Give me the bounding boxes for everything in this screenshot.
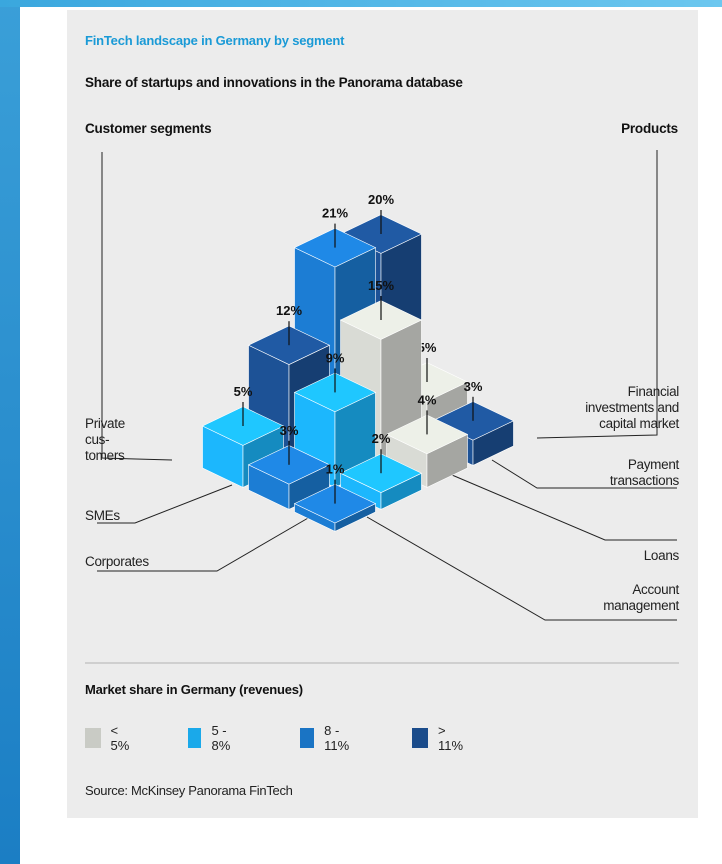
guide-line [536,150,658,439]
bar-value-label: 3% [464,379,483,394]
legend-label: 5 - 8% [211,723,231,753]
guide-line [491,459,677,489]
bar-value-label: 1% [326,462,345,477]
legend-item: 5 - 8% [188,723,237,753]
frame-left-edge [0,0,20,864]
legend-swatch [188,728,202,748]
bar-value-label: 4% [418,392,437,407]
segment-label-corporates: Corporates [85,554,149,569]
product-label-financial-investments: Financial investments and capital market [585,384,679,431]
bar-value-label: 5% [234,384,253,399]
bar-value-label: 12% [276,303,302,318]
bar-value-label: 3% [280,423,299,438]
bar: 3% [247,423,331,510]
bar-value-label: 20% [368,192,394,207]
legend-label: 8 - 11% [324,723,350,753]
legend-title: Market share in Germany (revenues) [85,682,303,697]
chart-subtitle: Share of startups and innovations in the… [85,75,463,90]
legend-divider [85,662,679,664]
guide-line [97,484,233,524]
guide-lines [97,150,677,621]
bar-value-label: 9% [326,350,345,365]
guide-line [451,474,677,541]
guide-line [97,513,316,572]
legend-label: > 11% [438,723,464,753]
source-note: Source: McKinsey Panorama FinTech [85,783,293,798]
frame-top-edge [0,0,722,7]
legend-item: 8 - 11% [300,723,355,753]
bars: 20% 21% 5% 12% 15% 3% 5% 9% 4% 3% 2% 1% [201,192,515,532]
bar-value-label: 21% [322,206,348,221]
guide-line [101,152,173,461]
product-label-payment-transactions: Payment transactions [610,457,680,488]
customer-segments-header: Customer segments [85,121,212,136]
bar: 1% [293,462,377,532]
kicker-title: FinTech landscape in Germany by segment [85,33,345,48]
products-header: Products [621,121,678,136]
guide-line [366,516,677,621]
segment-label-private-customers: Private cus-tomers [85,416,125,463]
legend-swatch [412,728,429,748]
bar-value-label: 2% [372,431,391,446]
product-label-account-management: Account management [603,582,679,613]
isometric-bar-chart: Private cus-tomers SMEs Corporates Financial… [85,150,680,621]
legend-label: < 5% [110,723,130,753]
bar-value-label: 5% [418,340,437,355]
legend-item: > 11% [412,723,467,753]
bar: 2% [339,431,423,510]
legend-swatch [85,728,101,748]
product-label-loans: Loans [644,548,680,563]
legend-item: < 5% [85,723,134,753]
segment-label-smes: SMEs [85,508,120,523]
bar-value-label: 15% [368,278,394,293]
legend-swatch [300,728,315,748]
